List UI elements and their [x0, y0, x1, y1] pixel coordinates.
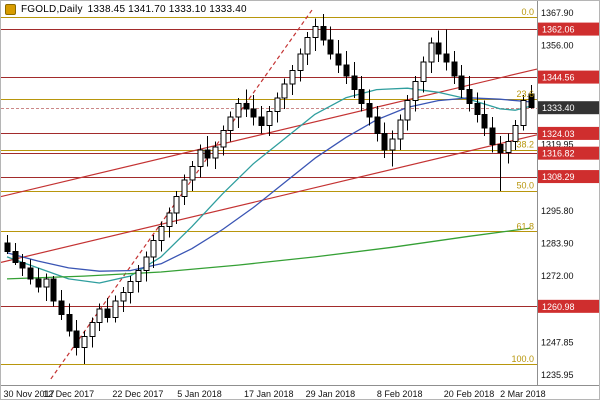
svg-text:0.0: 0.0 — [521, 7, 534, 17]
svg-text:61.8: 61.8 — [516, 221, 534, 231]
symbol-period-label: FGOLD,Daily — [21, 4, 83, 15]
svg-text:2 Mar 2018: 2 Mar 2018 — [500, 389, 546, 399]
svg-text:1260.98: 1260.98 — [542, 302, 575, 312]
svg-text:23.6: 23.6 — [516, 89, 534, 99]
svg-text:1324.03: 1324.03 — [542, 129, 575, 139]
svg-text:1362.06: 1362.06 — [542, 25, 575, 35]
svg-text:1272.00: 1272.00 — [541, 271, 574, 281]
svg-text:12 Dec 2017: 12 Dec 2017 — [43, 389, 94, 399]
svg-text:38.2: 38.2 — [516, 140, 534, 150]
price-badges: 1362.06 1344.56 1333.40 1324.03 1316.82 1308.… — [538, 22, 599, 313]
symbol-icon — [5, 4, 16, 15]
svg-text:1367.90: 1367.90 — [541, 8, 574, 18]
svg-text:1247.85: 1247.85 — [541, 337, 574, 347]
price-axis[interactable] — [538, 1, 600, 400]
svg-text:100.0: 100.0 — [511, 354, 534, 364]
candles-series — [4, 14, 535, 364]
svg-text:50.0: 50.0 — [516, 181, 534, 191]
svg-text:20 Feb 2018: 20 Feb 2018 — [444, 389, 495, 399]
ohlc-quote: 1338.45 1341.70 1333.10 1333.40 — [87, 4, 247, 15]
svg-text:1235.95: 1235.95 — [541, 370, 574, 380]
price-axis-labels: 1367.90 1356.00 1319.95 1295.80 1283.90 1272.… — [541, 8, 574, 380]
fib-labels: 0.0 23.6 38.2 50.0 61.8 100.0 — [511, 7, 534, 364]
svg-text:1316.82: 1316.82 — [542, 149, 575, 159]
svg-text:30 Nov 2017: 30 Nov 2017 — [3, 389, 54, 399]
svg-text:17 Jan 2018: 17 Jan 2018 — [244, 389, 294, 399]
svg-text:1344.56: 1344.56 — [542, 73, 575, 83]
svg-text:1283.90: 1283.90 — [541, 238, 574, 248]
chart-title-bar: FGOLD,Daily 1338.45 1341.70 1333.10 1333… — [5, 4, 247, 15]
svg-text:5 Jan 2018: 5 Jan 2018 — [177, 389, 222, 399]
svg-text:1333.40: 1333.40 — [542, 103, 575, 113]
ma-slow-green — [6, 227, 531, 280]
svg-text:1308.29: 1308.29 — [542, 172, 575, 182]
svg-text:1356.00: 1356.00 — [541, 41, 574, 51]
svg-text:29 Jan 2018: 29 Jan 2018 — [306, 389, 356, 399]
svg-text:8 Feb 2018: 8 Feb 2018 — [377, 389, 423, 399]
svg-text:1295.80: 1295.80 — [541, 206, 574, 216]
svg-text:1319.95: 1319.95 — [541, 140, 574, 150]
ma-mid-blue — [6, 97, 531, 272]
svg-text:22 Dec 2017: 22 Dec 2017 — [112, 389, 163, 399]
